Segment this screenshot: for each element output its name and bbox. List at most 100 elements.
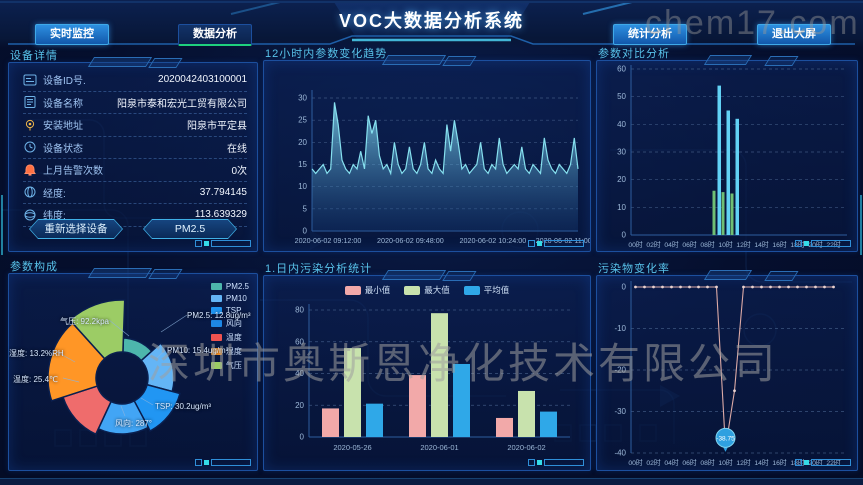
legend-label: PM10 [225,294,247,303]
device-field-label: 设备状态 [43,143,83,155]
legend-swatch [210,362,222,369]
compare-panel: 参数对比分析 0 10 20 30 40 50 60 00时 02时 04时 06时 08时 10时 12… [596,48,858,252]
alarm-bell-icon [24,164,36,176]
tab-realtime-monitor[interactable]: 实时监控 [35,24,109,45]
button-fill [30,220,122,238]
panel-title: 1.日内污染分析统计 [265,263,373,275]
panel-pager[interactable] [795,240,851,247]
legend-item[interactable]: PM10 [210,294,249,303]
device-row: 纬度: 113.639329 [23,204,247,227]
svg-text:00时: 00时 [628,240,643,249]
legend-swatch [210,295,222,302]
legend-item[interactable]: 平均值 [463,284,509,296]
title-backdrop [334,2,530,40]
rate-line-chart: 0 -10 -20 -30 -40 -38.75 00时 02时 04时 06时 08时 10时 12时… [614,281,847,467]
device-detail-panel: 设备详情 设备ID号. 2020042403100001 设备名称 阳泉市泰和宏光工贸… [8,50,258,252]
legend-swatch [404,285,421,295]
panel-title: 参数构成 [10,261,58,273]
legend-label: PM2.5 [225,282,249,291]
svg-text:-38.75: -38.75 [716,436,735,443]
svg-text:-10: -10 [614,324,626,333]
device-row: 设备ID号. 2020042403100001 [23,69,247,92]
device-field-label: 经度: [43,188,66,200]
legend-label: 气压 [225,361,242,370]
svg-text:-20: -20 [614,366,626,375]
composition-panel: 参数构成 PM2.5 PM10 TSP 风向 温度 湿度 气压 气压: 92.2kpa PM… [8,261,258,471]
device-row: 经度: 37.794145 [23,182,247,204]
svg-text:08时: 08时 [700,240,715,249]
svg-text:22时: 22时 [826,240,841,249]
legend-item[interactable]: TSP [210,306,249,315]
svg-text:2020-05-26: 2020-05-26 [333,443,371,452]
device-field-value: 阳泉市泰和宏光工贸有限公司 [117,98,247,110]
svg-text:-40: -40 [614,449,626,458]
reselect-device-button[interactable]: 重新选择设备 [29,219,123,239]
svg-text:40: 40 [295,369,304,378]
callout-temperature: 温度: 25.4℃ [13,375,58,384]
svg-text:20: 20 [617,175,626,184]
daily-legend: 最小值 最大值 平均值 [264,284,590,296]
trend-panel: 12小时内参数变化趋势 0 5 10 15 20 25 30 2020-06-02 09:12… [263,48,591,252]
panel-pager[interactable] [195,459,251,466]
id-card-icon [23,74,37,86]
svg-text:2020-06-02 10:24:00: 2020-06-02 10:24:00 [460,236,527,245]
panel-pager[interactable] [528,459,584,466]
legend-item[interactable]: 温度 [210,332,249,343]
legend-label: 湿度 [225,347,242,356]
daily-bar-chart: 0 20 40 60 80 2020-05-26 2020-06-01 2020-06-02 [295,304,570,452]
svg-text:0: 0 [303,227,308,236]
device-field-value: 2020042403100001 [158,74,247,86]
legend-item[interactable]: 最大值 [404,284,450,296]
device-row: 设备名称 阳泉市泰和宏光工贸有限公司 [23,92,247,114]
panel-decoration [87,268,153,278]
clock-icon [24,141,36,153]
svg-text:30: 30 [298,94,307,103]
panel-decoration [703,55,753,65]
legend-item[interactable]: 风向 [210,318,249,329]
panel-pager[interactable] [795,459,851,466]
svg-text:20: 20 [295,401,304,410]
device-field-value: 阳泉市平定县 [187,121,247,133]
legend-label: TSP [225,306,242,315]
panel-pager[interactable] [195,240,251,247]
svg-text:10时: 10时 [718,240,733,249]
compare-bar-chart: 0 10 20 30 40 50 60 00时 02时 04时 06时 08时 10时 12时 14时 16时… [617,65,847,249]
legend-item[interactable]: 最小值 [344,284,391,296]
device-field-value: 113.639329 [194,209,247,221]
svg-text:50: 50 [617,92,626,101]
panel-title: 12小时内参数变化趋势 [265,48,388,60]
panel-decoration [381,55,447,65]
tab-data-analysis[interactable]: 数据分析 [178,24,252,46]
callout-humidity: 湿度: 13.2%RH [9,349,64,358]
svg-text:00时: 00时 [628,458,643,467]
callout-pressure: 气压: 92.2kpa [60,317,109,326]
svg-text:0: 0 [622,283,627,292]
svg-text:10时: 10时 [718,458,733,467]
pm25-button[interactable]: PM2.5 [143,219,237,239]
panel-pager[interactable] [528,240,584,247]
legend-swatch [344,285,361,295]
legend-label: 风向 [225,319,242,328]
exit-fullscreen-button[interactable]: 退出大屏 [757,24,831,45]
svg-text:22时: 22时 [826,458,841,467]
svg-text:25: 25 [298,116,307,125]
legend-item[interactable]: 气压 [210,360,249,371]
legend-label: 最小值 [364,285,391,295]
legend-item[interactable]: PM2.5 [210,282,249,291]
svg-text:06时: 06时 [682,458,697,467]
tab-statistics-analysis[interactable]: 统计分析 [613,24,687,45]
svg-text:14时: 14时 [754,240,769,249]
panel-decoration [703,270,753,280]
callout-wind: 风向: 287° [115,419,152,428]
bottom-frame-bar [0,478,863,485]
legend-label: 温度 [225,333,242,342]
device-row: 上月告警次数 0次 [23,159,247,182]
app-title: VOC大数据分析系统 [338,11,524,31]
location-icon [25,119,35,131]
device-row: 设备状态 在线 [23,137,247,159]
trend-area-chart: 0 5 10 15 20 25 30 2020-06-02 09:12:00 2020-06-0… [295,90,590,245]
legend-item[interactable]: 湿度 [210,346,249,357]
device-rows: 设备ID号. 2020042403100001 设备名称 阳泉市泰和宏光工贸有限公司安… [9,63,257,227]
device-buttons: 重新选择设备 PM2.5 [9,219,257,239]
rate-panel: 污染物变化率 0 -10 -20 -30 -40 -38.75 00时 02时 04时 06时 08… [596,263,858,471]
